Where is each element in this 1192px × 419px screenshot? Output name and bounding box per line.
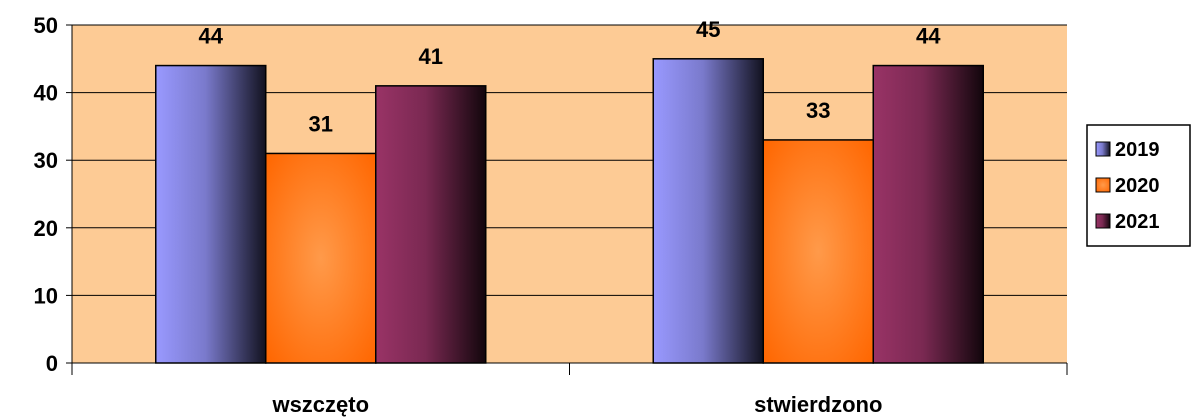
legend-swatch-2020: [1095, 177, 1111, 193]
legend-label: 2019: [1115, 139, 1160, 161]
data-label: 44: [199, 24, 224, 49]
bar-2019-stwierdzono: [652, 58, 764, 364]
data-label: 31: [309, 111, 333, 136]
bar-2020-stwierdzono: [762, 139, 874, 364]
data-label: 41: [419, 44, 443, 69]
legend-label: 2021: [1115, 211, 1160, 233]
category-label: stwierdzono: [754, 392, 882, 417]
bar-2020-wszczeto: [265, 152, 377, 364]
y-tick-label: 50: [34, 13, 58, 38]
y-tick-label: 10: [34, 283, 58, 308]
data-label: 45: [696, 17, 720, 42]
legend-swatch-2021: [1095, 213, 1111, 229]
bar-2021-wszczeto: [375, 85, 487, 364]
y-tick-label: 0: [46, 351, 58, 376]
category-label: wszczęto: [271, 392, 369, 417]
bar-2019-wszczeto: [155, 64, 267, 364]
data-label: 33: [806, 98, 830, 123]
y-tick-label: 20: [34, 216, 58, 241]
bar-2021-stwierdzono: [872, 64, 984, 364]
y-tick-label: 30: [34, 148, 58, 173]
data-label: 44: [916, 24, 941, 49]
legend-label: 2020: [1115, 175, 1160, 197]
legend-swatch-2019: [1095, 141, 1111, 157]
y-tick-label: 40: [34, 81, 58, 106]
